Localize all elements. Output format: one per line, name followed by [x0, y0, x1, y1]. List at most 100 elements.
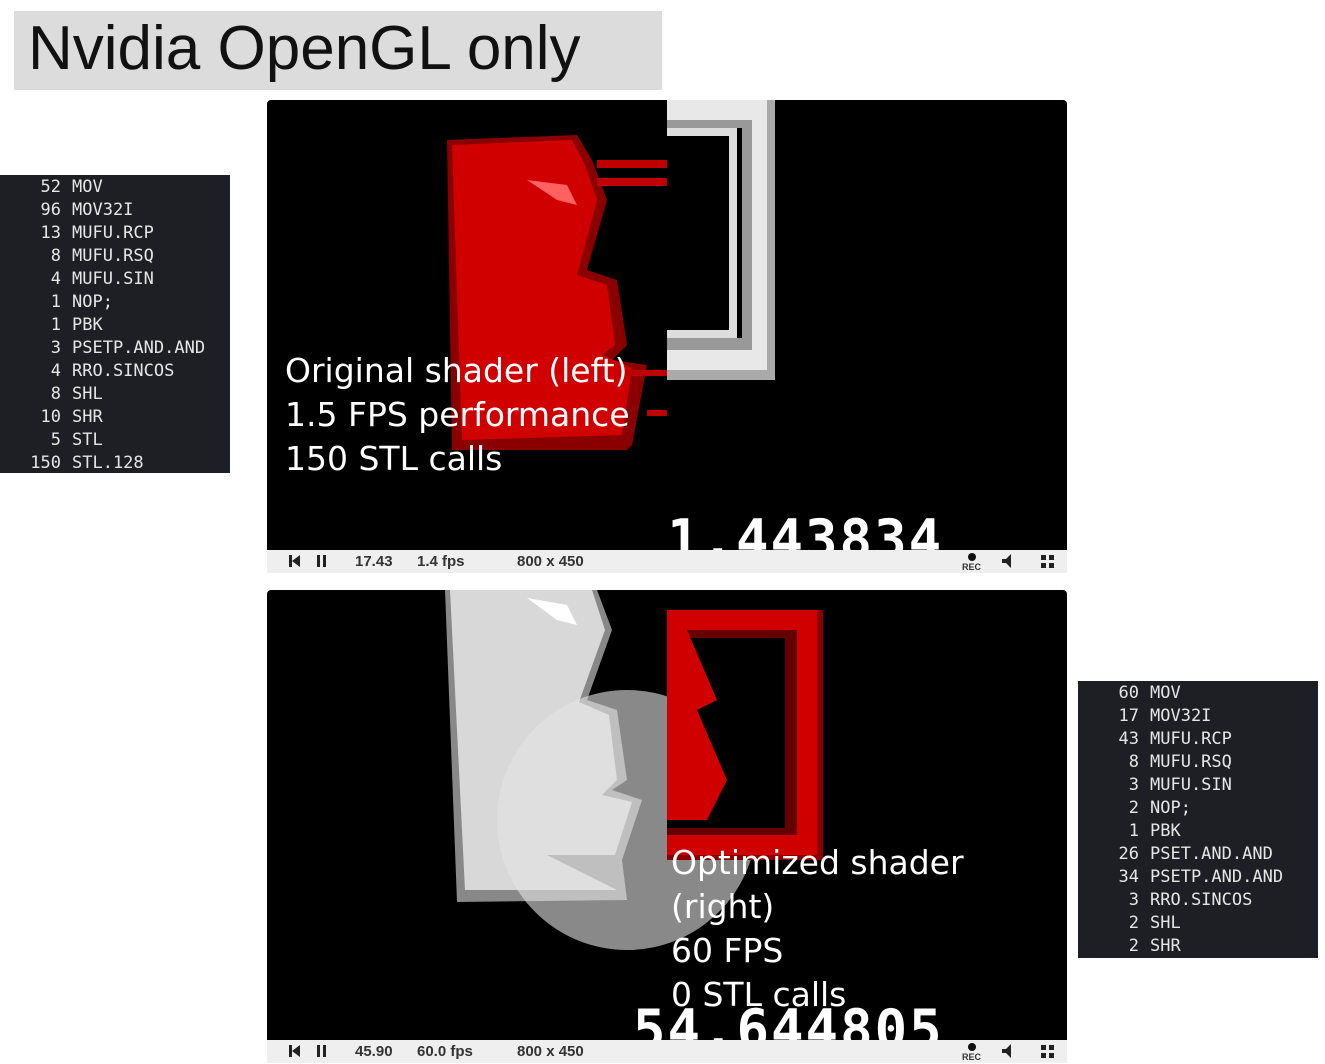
instruction-row: 13 MUFU.RCP	[0, 222, 230, 245]
instruction-row: 8 SHL	[0, 383, 230, 406]
window-controls[interactable]	[1000, 550, 1060, 573]
instruction-count: 8	[1128, 752, 1139, 772]
instruction-count: 52	[40, 177, 61, 197]
overlay-line: 150 STL calls	[285, 439, 503, 478]
rec-button[interactable]: REC	[962, 562, 982, 572]
time-counter: 1.443834	[667, 508, 944, 550]
toolbar: 17.43 1.4 fps 800 x 450 REC	[267, 550, 1067, 573]
instruction-count: 2	[1128, 913, 1139, 933]
instruction-row: 8 MUFU.RSQ	[1078, 751, 1318, 774]
instruction-count: 13	[40, 223, 61, 243]
instruction-count: 60	[1118, 683, 1139, 703]
instruction-row: 52 MOV	[0, 176, 230, 199]
instruction-op: SHR	[72, 407, 103, 427]
instruction-count: 1	[50, 292, 61, 312]
instruction-op: PBK	[72, 315, 103, 335]
instruction-op: PSETP.AND.AND	[72, 338, 206, 358]
instruction-count: 2	[1128, 936, 1139, 956]
instruction-count: 96	[40, 200, 61, 220]
instruction-row: 4 RRO.SINCOS	[0, 360, 230, 383]
instruction-list: 52 MOV 96 MOV32I 13 MUFU.RCP 8 MUFU.RSQ 4 MUFU.SI…	[0, 175, 230, 473]
instruction-op: MOV	[72, 177, 103, 197]
instruction-count: 34	[1118, 867, 1139, 887]
instruction-row: 17 MOV32I	[1078, 705, 1318, 728]
instruction-op: PBK	[1150, 821, 1181, 841]
instruction-row: 3 MUFU.SIN	[1078, 774, 1318, 797]
instruction-count: 3	[1128, 775, 1139, 795]
fps: 1.4 fps	[417, 553, 465, 570]
instruction-row: 2 NOP;	[1078, 797, 1318, 820]
instruction-row: 4 MUFU.SIN	[0, 268, 230, 291]
instruction-op: MUFU.SIN	[1150, 775, 1232, 795]
resolution: 800 x 450	[517, 1043, 584, 1060]
instruction-row: 5 STL	[0, 429, 230, 452]
rec-button[interactable]: REC	[962, 1052, 982, 1062]
window-controls[interactable]	[1000, 1040, 1060, 1063]
instruction-row: 2 SHL	[1078, 912, 1318, 935]
instruction-row: 26 PSET.AND.AND	[1078, 843, 1318, 866]
instruction-count: 1	[1128, 821, 1139, 841]
instruction-row: 1 PBK	[1078, 820, 1318, 843]
resolution: 800 x 450	[517, 553, 584, 570]
instruction-op: RRO.SINCOS	[1150, 890, 1253, 910]
time: 17.43	[355, 553, 393, 570]
instruction-op: MOV	[1150, 683, 1181, 703]
instruction-count: 4	[50, 361, 61, 381]
playback-controls[interactable]	[287, 550, 347, 573]
instruction-op: SHL	[1150, 913, 1181, 933]
overlay-line: 0 STL calls	[671, 975, 847, 1014]
instruction-row: 1 NOP;	[0, 291, 230, 314]
shader-panel: Original shader (left) 1.5 FPS performan…	[267, 100, 1067, 573]
overlay-line: 60 FPS	[671, 931, 784, 970]
instruction-count: 43	[1118, 729, 1139, 749]
viewport: Original shader (left) 1.5 FPS performan…	[267, 100, 1067, 550]
overlay-line: Optimized shader (right)	[671, 843, 964, 926]
instruction-count: 1	[50, 315, 61, 335]
instruction-row: 96 MOV32I	[0, 199, 230, 222]
instruction-row: 1 PBK	[0, 314, 230, 337]
instruction-op: SHL	[72, 384, 103, 404]
instruction-op: RRO.SINCOS	[72, 361, 175, 381]
fps: 60.0 fps	[417, 1043, 473, 1060]
instruction-count: 2	[1128, 798, 1139, 818]
instruction-op: SHR	[1150, 936, 1181, 956]
overlay-line: 1.5 FPS performance	[285, 395, 630, 434]
instruction-op: STL	[72, 430, 103, 450]
instruction-op: MUFU.SIN	[72, 269, 154, 289]
instruction-row: 43 MUFU.RCP	[1078, 728, 1318, 751]
toolbar: 45.90 60.0 fps 800 x 450 REC	[267, 1040, 1067, 1063]
instruction-op: MUFU.RCP	[72, 223, 154, 243]
instruction-count: 8	[50, 384, 61, 404]
instruction-count: 3	[50, 338, 61, 358]
instruction-row: 8 MUFU.RSQ	[0, 245, 230, 268]
instruction-count: 8	[50, 246, 61, 266]
instruction-row: 34 PSETP.AND.AND	[1078, 866, 1318, 889]
instruction-row: 3 RRO.SINCOS	[1078, 889, 1318, 912]
shader-art	[445, 590, 823, 950]
instruction-row: 60 MOV	[1078, 682, 1318, 705]
instruction-count: 10	[40, 407, 61, 427]
instruction-op: MUFU.RSQ	[72, 246, 154, 266]
instruction-op: NOP;	[1150, 798, 1191, 818]
instruction-op: MUFU.RSQ	[1150, 752, 1232, 772]
instruction-count: 26	[1118, 844, 1139, 864]
shader-art	[447, 100, 775, 450]
playback-controls[interactable]	[287, 1040, 347, 1063]
time-counter: 54.644805	[633, 998, 944, 1040]
instruction-op: PSETP.AND.AND	[1150, 867, 1284, 887]
instruction-row: 3 PSETP.AND.AND	[0, 337, 230, 360]
instruction-count: 17	[1118, 706, 1139, 726]
instruction-row: 150 STL.128	[0, 452, 230, 475]
instruction-count: 3	[1128, 890, 1139, 910]
title: Nvidia OpenGL only	[14, 11, 662, 90]
shader-panel: Optimized shader (right) 60 FPS 0 STL ca…	[267, 590, 1067, 1063]
instruction-count: 5	[50, 430, 61, 450]
instruction-op: MUFU.RCP	[1150, 729, 1232, 749]
instruction-row: 10 SHR	[0, 406, 230, 429]
viewport: Optimized shader (right) 60 FPS 0 STL ca…	[267, 590, 1067, 1040]
instruction-count: 150	[30, 453, 61, 473]
time: 45.90	[355, 1043, 393, 1060]
instruction-op: STL.128	[72, 453, 144, 473]
instruction-op: PSET.AND.AND	[1150, 844, 1273, 864]
